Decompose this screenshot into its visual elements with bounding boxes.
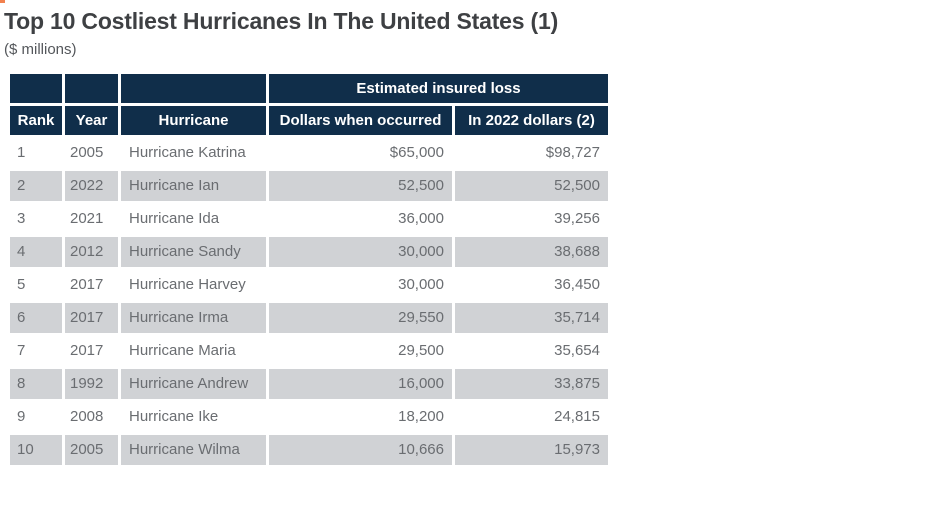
table-row-3: 3 2021 Hurricane Ida 36,000 39,256 xyxy=(10,203,608,234)
cell-rank: 5 xyxy=(10,269,62,300)
hurricanes-table: Estimated insured loss Rank Year Hurrica… xyxy=(7,71,611,468)
cell-2022-dollars: 39,256 xyxy=(455,203,608,234)
table-row-2: 2 2022 Hurricane Ian 52,500 52,500 xyxy=(10,170,608,201)
cell-year: 2017 xyxy=(65,335,118,366)
cell-2022-dollars: 38,688 xyxy=(455,236,608,267)
table-row-1: 1 2005 Hurricane Katrina $65,000 $98,727 xyxy=(10,137,608,168)
cell-2022-dollars: 33,875 xyxy=(455,368,608,399)
cell-hurricane: Hurricane Wilma xyxy=(121,434,266,465)
cell-hurricane: Hurricane Andrew xyxy=(121,368,266,399)
page-container: Top 10 Costliest Hurricanes In The Unite… xyxy=(0,8,931,468)
cell-hurricane: Hurricane Irma xyxy=(121,302,266,333)
cell-2022-dollars: 35,654 xyxy=(455,335,608,366)
col-header-dollars-when-occurred: Dollars when occurred xyxy=(269,105,452,135)
cell-rank: 3 xyxy=(10,203,62,234)
cell-2022-dollars: 24,815 xyxy=(455,401,608,432)
cell-2022-dollars: 36,450 xyxy=(455,269,608,300)
cell-dollars-occurred: 30,000 xyxy=(269,236,452,267)
cell-dollars-occurred: 29,550 xyxy=(269,302,452,333)
cell-year: 2017 xyxy=(65,302,118,333)
cell-dollars-occurred: 10,666 xyxy=(269,434,452,465)
cell-year: 2021 xyxy=(65,203,118,234)
table-row-5: 5 2017 Hurricane Harvey 30,000 36,450 xyxy=(10,269,608,300)
cell-2022-dollars: 52,500 xyxy=(455,170,608,201)
cell-dollars-occurred: 18,200 xyxy=(269,401,452,432)
empty-header-year xyxy=(65,73,118,103)
cell-2022-dollars: 35,714 xyxy=(455,302,608,333)
cell-hurricane: Hurricane Katrina xyxy=(121,137,266,168)
empty-header-rank xyxy=(10,73,62,103)
col-header-year: Year xyxy=(65,105,118,135)
col-header-rank: Rank xyxy=(10,105,62,135)
cell-rank: 10 xyxy=(10,434,62,465)
cell-hurricane: Hurricane Ida xyxy=(121,203,266,234)
cell-dollars-occurred: 52,500 xyxy=(269,170,452,201)
col-header-in-2022-dollars: In 2022 dollars (2) xyxy=(455,105,608,135)
cell-year: 2022 xyxy=(65,170,118,201)
cell-dollars-occurred: 29,500 xyxy=(269,335,452,366)
group-header-row: Estimated insured loss xyxy=(10,73,608,103)
column-header-row: Rank Year Hurricane Dollars when occurre… xyxy=(10,105,608,135)
cell-year: 2012 xyxy=(65,236,118,267)
table-header: Estimated insured loss Rank Year Hurrica… xyxy=(10,73,608,135)
cell-rank: 4 xyxy=(10,236,62,267)
table-row-10: 10 2005 Hurricane Wilma 10,666 15,973 xyxy=(10,434,608,465)
cell-rank: 9 xyxy=(10,401,62,432)
cell-rank: 2 xyxy=(10,170,62,201)
cell-rank: 7 xyxy=(10,335,62,366)
cell-year: 2008 xyxy=(65,401,118,432)
table-body: 1 2005 Hurricane Katrina $65,000 $98,727… xyxy=(10,137,608,465)
cell-dollars-occurred: $65,000 xyxy=(269,137,452,168)
cell-year: 2017 xyxy=(65,269,118,300)
table-row-8: 8 1992 Hurricane Andrew 16,000 33,875 xyxy=(10,368,608,399)
table-row-4: 4 2012 Hurricane Sandy 30,000 38,688 xyxy=(10,236,608,267)
cell-2022-dollars: 15,973 xyxy=(455,434,608,465)
cell-year: 2005 xyxy=(65,137,118,168)
cell-rank: 8 xyxy=(10,368,62,399)
cell-rank: 1 xyxy=(10,137,62,168)
table-row-9: 9 2008 Hurricane Ike 18,200 24,815 xyxy=(10,401,608,432)
page-title: Top 10 Costliest Hurricanes In The Unite… xyxy=(4,8,559,34)
col-header-hurricane: Hurricane xyxy=(121,105,266,135)
page-subtitle: ($ millions) xyxy=(4,40,77,58)
corner-artifact xyxy=(0,0,5,3)
cell-hurricane: Hurricane Harvey xyxy=(121,269,266,300)
cell-hurricane: Hurricane Ian xyxy=(121,170,266,201)
cell-hurricane: Hurricane Ike xyxy=(121,401,266,432)
cell-dollars-occurred: 16,000 xyxy=(269,368,452,399)
cell-dollars-occurred: 36,000 xyxy=(269,203,452,234)
cell-rank: 6 xyxy=(10,302,62,333)
cell-year: 2005 xyxy=(65,434,118,465)
cell-hurricane: Hurricane Maria xyxy=(121,335,266,366)
cell-2022-dollars: $98,727 xyxy=(455,137,608,168)
cell-dollars-occurred: 30,000 xyxy=(269,269,452,300)
empty-header-hurricane xyxy=(121,73,266,103)
cell-year: 1992 xyxy=(65,368,118,399)
table-row-7: 7 2017 Hurricane Maria 29,500 35,654 xyxy=(10,335,608,366)
group-header-estimated-insured-loss: Estimated insured loss xyxy=(269,73,608,103)
table-row-6: 6 2017 Hurricane Irma 29,550 35,714 xyxy=(10,302,608,333)
cell-hurricane: Hurricane Sandy xyxy=(121,236,266,267)
